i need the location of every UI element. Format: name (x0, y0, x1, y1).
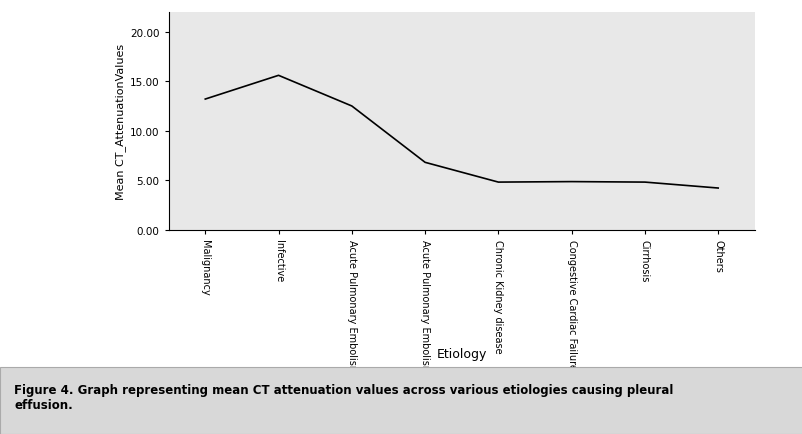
Text: Etiology: Etiology (436, 347, 486, 360)
FancyBboxPatch shape (0, 367, 802, 434)
Text: Figure 4. Graph representing mean CT attenuation values across various etiologie: Figure 4. Graph representing mean CT att… (14, 383, 673, 411)
Y-axis label: Mean CT_AttenuationValues: Mean CT_AttenuationValues (115, 44, 126, 199)
